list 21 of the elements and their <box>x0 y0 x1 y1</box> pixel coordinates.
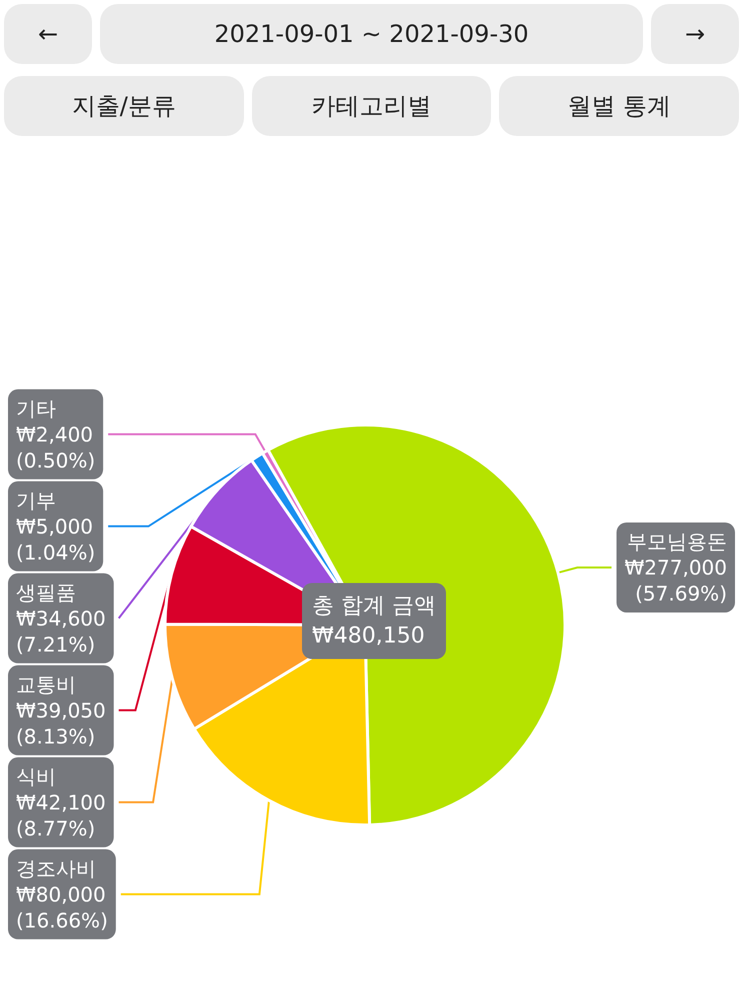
data-label: ₩42,100 (8.77%) <box>16 790 106 840</box>
text: → <box>651 4 739 64</box>
slice-label: 생필품 <box>16 580 76 604</box>
slice-label: 기타 <box>16 396 56 420</box>
text: 총 합계 금액 ₩480,150 <box>312 594 436 648</box>
data-label: ₩39,050 (8.13%) <box>16 698 106 748</box>
slice-label: 교통비 <box>16 672 76 696</box>
data-label: ₩2,400 (0.50%) <box>16 422 96 472</box>
slice-label: 식비 <box>16 764 56 788</box>
slice-label: 부모님용돈 <box>627 529 727 554</box>
text: 지출/분류 <box>4 76 244 136</box>
text: ← <box>4 4 92 64</box>
text: 월별 통계 <box>499 76 740 136</box>
slice-label: 기부 <box>16 488 56 512</box>
data-label: ₩80,000 (16.66%) <box>16 882 108 932</box>
chart-title: 2021-09-01 ~ 2021-09-30 <box>100 4 643 64</box>
text: 카테고리별 <box>252 76 492 136</box>
slice-label: 경조사비 <box>16 856 96 880</box>
data-label: ₩34,600 (7.21%) <box>16 606 106 656</box>
data-label: ₩277,000 (57.69%) <box>624 555 727 606</box>
data-label: ₩5,000 (1.04%) <box>16 514 96 564</box>
